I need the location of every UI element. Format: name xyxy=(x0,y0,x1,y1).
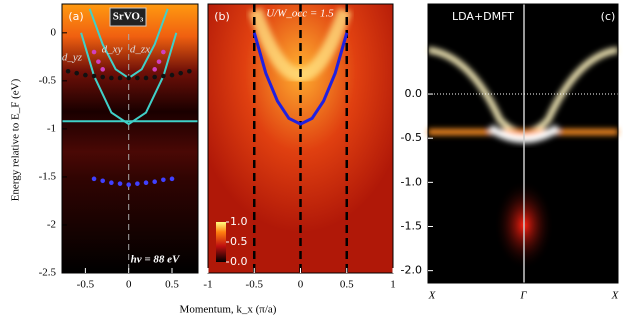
y-tick-label: -1.0 xyxy=(401,175,422,188)
plot-frame xyxy=(61,3,199,274)
panel-label: (a) xyxy=(68,10,83,23)
y-tick-label: -0.5 xyxy=(401,131,422,144)
x-tick-label: -1 xyxy=(203,279,212,291)
plot-frame xyxy=(427,3,619,284)
annotation: d_yz xyxy=(62,52,83,64)
x-tick-label: 1 xyxy=(390,279,396,291)
sample-label: SrVO₃ xyxy=(113,11,144,23)
annotation: hν = 88 eV xyxy=(131,254,181,266)
y-tick-label: 0 xyxy=(51,26,57,38)
x-tick-label: -0.5 xyxy=(77,279,95,291)
data-dot xyxy=(152,179,157,185)
data-dot xyxy=(109,180,114,185)
data-dot xyxy=(135,181,140,186)
data-dot xyxy=(117,181,123,186)
data-dot xyxy=(152,67,157,72)
y-tick-label: -0.5 xyxy=(39,74,57,86)
y-tick-label: -1.5 xyxy=(39,170,57,182)
panel-title: U/W_occ = 1.5 xyxy=(266,8,334,20)
data-dot xyxy=(126,75,132,81)
data-dot xyxy=(169,176,175,182)
panel-label: (b) xyxy=(214,10,230,23)
x-tick-label: Γ xyxy=(519,290,527,302)
data-dot xyxy=(169,72,175,78)
data-dot xyxy=(96,59,101,64)
data-dot xyxy=(74,70,80,76)
panel-title: LDA+DMFT xyxy=(452,10,514,23)
x-axis-label: Momentum, k_x (π/a) xyxy=(180,304,277,316)
colorbar xyxy=(216,222,226,262)
band-curve xyxy=(252,32,349,126)
y-tick-label: -2 xyxy=(47,218,56,230)
data-dot xyxy=(187,68,192,74)
data-dot xyxy=(91,49,97,55)
sample-box xyxy=(109,7,147,27)
x-tick-label: X xyxy=(428,290,437,302)
annotation: d_zx xyxy=(130,44,150,56)
x-tick-label: 0.5 xyxy=(165,279,179,291)
x-tick-label: X xyxy=(611,290,620,302)
data-dot xyxy=(161,73,166,79)
data-dot xyxy=(100,67,106,72)
data-dot xyxy=(91,73,97,79)
heatmap-a xyxy=(62,4,198,273)
data-dot xyxy=(117,75,123,81)
colorbar-label: 0.0 xyxy=(230,255,248,268)
data-dot xyxy=(178,70,183,76)
data-dot xyxy=(161,49,166,55)
data-dot xyxy=(109,75,114,81)
data-dot xyxy=(135,75,140,81)
data-dot xyxy=(152,74,157,80)
data-dot xyxy=(100,178,106,184)
y-tick-label: -2.0 xyxy=(401,264,422,277)
data-dot xyxy=(143,180,149,185)
y-tick-label: -1.5 xyxy=(401,219,422,232)
annotation: d_xy xyxy=(102,44,123,56)
x-tick-label: 0 xyxy=(298,279,304,291)
data-dot xyxy=(91,176,97,182)
y-tick-label: -1 xyxy=(47,122,56,134)
data-dot xyxy=(161,177,166,183)
x-tick-label: -0.5 xyxy=(246,279,264,291)
y-tick-label: 0.0 xyxy=(405,87,423,100)
data-dot xyxy=(126,182,132,187)
colorbar-label: 1.0 xyxy=(230,215,248,228)
colorbar-label: 0.5 xyxy=(230,235,248,248)
x-tick-label: 0.5 xyxy=(340,279,354,291)
data-dot xyxy=(156,59,162,64)
y-axis-label: Energy relative to E_F (eV) xyxy=(10,78,22,201)
data-dot xyxy=(65,68,71,74)
panel-label: (c) xyxy=(601,10,616,23)
y-tick-label: -2.5 xyxy=(39,267,57,279)
data-dot xyxy=(143,75,149,81)
data-dot xyxy=(83,72,88,78)
data-dot xyxy=(100,74,106,80)
x-tick-label: 0 xyxy=(126,279,132,291)
